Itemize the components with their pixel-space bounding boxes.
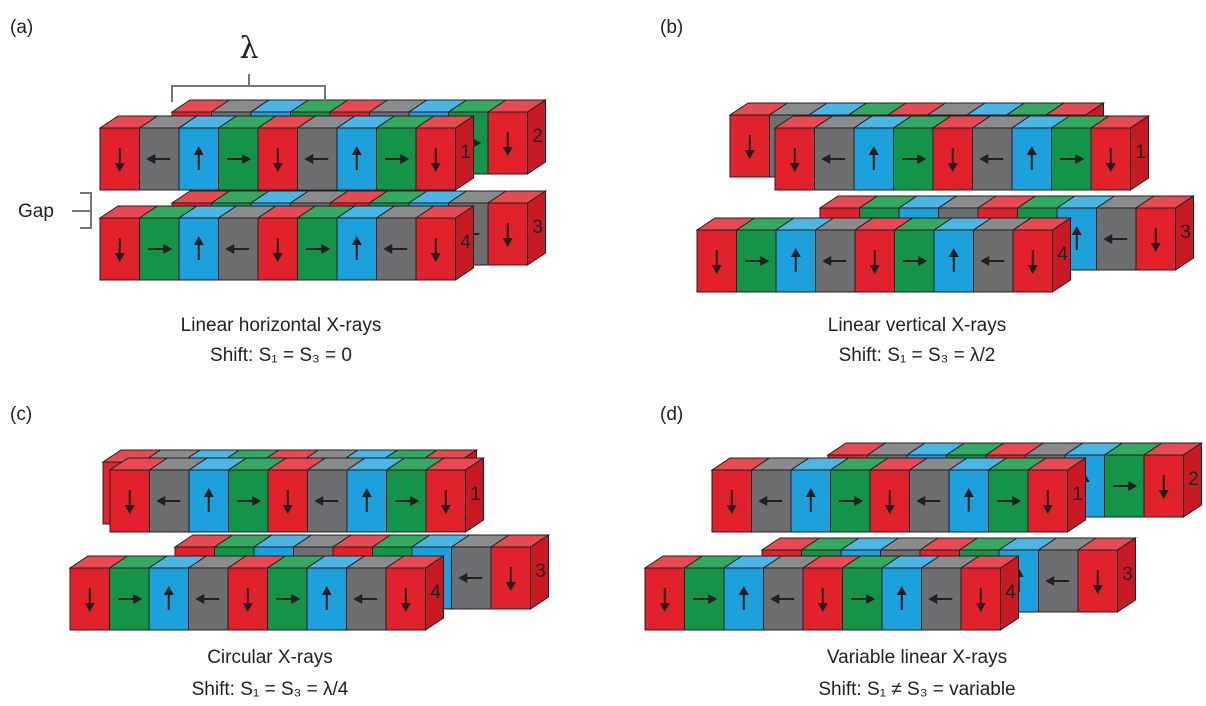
lambda-bracket xyxy=(172,74,325,102)
row-label: 3 xyxy=(532,217,543,238)
magnet-row: 4 xyxy=(645,556,1019,630)
row-label: 3 xyxy=(535,561,546,582)
magnet-row: 4 xyxy=(70,556,444,630)
figure: 2 1 3 4 1 3 4 1 3 4 2 1 3 4 (a) (b) (c) (d) Linear ho… xyxy=(0,0,1206,706)
magnet-row: 1 xyxy=(100,116,474,190)
row-label: 3 xyxy=(1180,222,1191,243)
caption: Linear horizontal X-rays xyxy=(181,315,382,336)
panel-label: (a) xyxy=(10,17,33,38)
row-label: 2 xyxy=(1188,469,1199,490)
row-label: 3 xyxy=(1122,564,1133,585)
panel-label: (c) xyxy=(10,404,32,425)
gap-bracket xyxy=(72,193,91,228)
caption: Circular X-rays xyxy=(207,647,333,668)
row-label: 4 xyxy=(1005,582,1016,603)
lambda-label: λ xyxy=(239,31,258,66)
row-label: 2 xyxy=(532,126,543,147)
shift: Shift: S₁ ≠ S₃ = variable xyxy=(818,679,1015,700)
shift: Shift: S₁ = S₃ = 0 xyxy=(210,345,352,366)
row-label: 4 xyxy=(1057,244,1068,265)
row-label: 4 xyxy=(430,582,441,603)
row-label: 1 xyxy=(1135,142,1146,163)
shift: Shift: S₁ = S₃ = λ/4 xyxy=(192,679,349,700)
row-label: 4 xyxy=(460,232,471,253)
magnet-row: 1 xyxy=(110,458,484,532)
magnet-row: 1 xyxy=(712,458,1086,532)
gap-label: Gap xyxy=(18,201,54,222)
shift: Shift: S₁ = S₃ = λ/2 xyxy=(839,345,996,366)
row-label: 1 xyxy=(470,484,481,505)
panel-label: (d) xyxy=(660,404,683,425)
row-label: 1 xyxy=(1072,484,1083,505)
magnet-row: 4 xyxy=(100,206,474,280)
row-label: 1 xyxy=(460,142,471,163)
caption: Linear vertical X-rays xyxy=(828,315,1006,336)
magnet-row: 1 xyxy=(775,116,1149,190)
panel-label: (b) xyxy=(660,17,683,38)
magnet-row: 4 xyxy=(697,218,1071,292)
caption: Variable linear X-rays xyxy=(827,647,1007,668)
